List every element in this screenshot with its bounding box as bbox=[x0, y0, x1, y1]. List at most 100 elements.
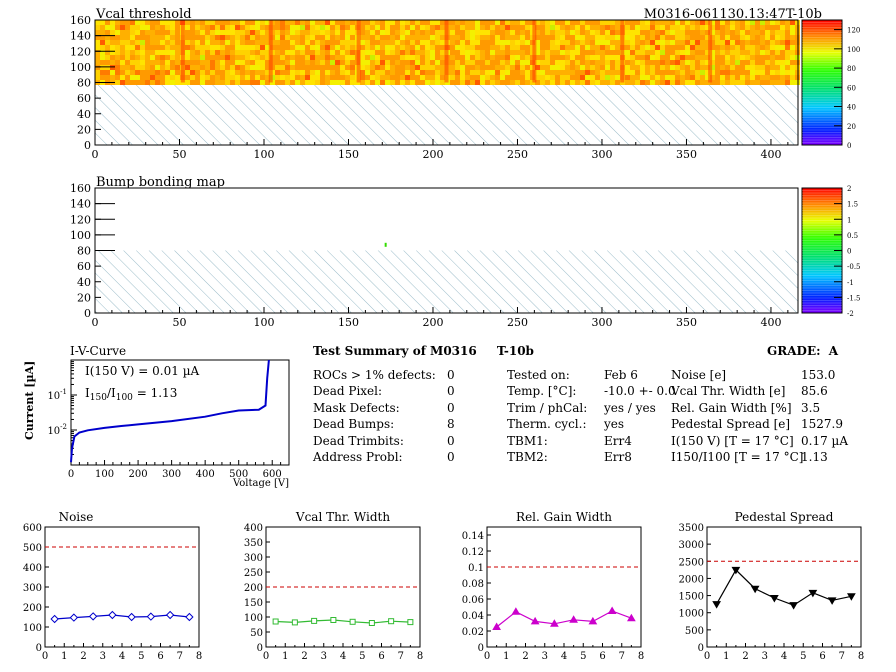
pixel-cell bbox=[285, 75, 290, 80]
pixel-cell bbox=[765, 40, 770, 45]
pixel-cell bbox=[535, 45, 540, 50]
x-tick-label: 50 bbox=[172, 148, 186, 161]
pixel-cell bbox=[710, 20, 715, 25]
pixel-cell bbox=[610, 55, 615, 60]
pixel-cell bbox=[195, 75, 200, 80]
pixel-cell bbox=[655, 20, 660, 25]
pixel-cell bbox=[195, 40, 200, 45]
pixel-cell bbox=[125, 55, 130, 60]
pixel-cell bbox=[485, 25, 490, 30]
pixel-cell bbox=[410, 55, 415, 60]
pixel-cell bbox=[140, 60, 145, 65]
pixel-cell bbox=[175, 20, 180, 25]
pixel-cell bbox=[105, 40, 110, 45]
pixel-cell bbox=[115, 40, 120, 45]
pixel-cell bbox=[760, 25, 765, 30]
data-point bbox=[368, 620, 375, 626]
pixel-cell bbox=[705, 20, 710, 25]
pixel-cell bbox=[745, 75, 750, 80]
pixel-cell bbox=[630, 25, 635, 30]
pixel-cell bbox=[645, 80, 650, 85]
y-tick-label: 0.08 bbox=[462, 579, 484, 590]
summary-row: I150/I100 [T = 17 °C] 1.13 bbox=[671, 449, 828, 465]
pixel-cell bbox=[650, 20, 655, 25]
pixel-cell bbox=[170, 65, 175, 70]
pixel-cell bbox=[465, 40, 470, 45]
pixel-cell bbox=[360, 50, 365, 55]
pixel-cell bbox=[510, 55, 515, 60]
pixel-cell bbox=[695, 70, 700, 75]
pixel-cell bbox=[245, 55, 250, 60]
pixel-cell bbox=[150, 20, 155, 25]
pixel-cell bbox=[455, 75, 460, 80]
pixel-cell bbox=[275, 50, 280, 55]
pixel-cell bbox=[210, 40, 215, 45]
pixel-cell bbox=[275, 65, 280, 70]
pixel-cell bbox=[105, 35, 110, 40]
pixel-cell bbox=[785, 45, 790, 50]
pixel-cell bbox=[105, 75, 110, 80]
pixel-cell bbox=[780, 35, 785, 40]
x-tick-label: 8 bbox=[858, 651, 864, 662]
pixel-cell bbox=[725, 45, 730, 50]
pixel-cell bbox=[125, 20, 130, 25]
pixel-cell bbox=[630, 80, 635, 85]
pixel-cell bbox=[615, 20, 620, 25]
pixel-cell bbox=[655, 60, 660, 65]
pixel-cell bbox=[735, 35, 740, 40]
pixel-cell bbox=[105, 65, 110, 70]
pixel-cell bbox=[685, 80, 690, 85]
summary-row-value: Err8 bbox=[604, 449, 632, 464]
pixel-cell bbox=[410, 45, 415, 50]
pixel-cell bbox=[685, 20, 690, 25]
pixel-cell bbox=[515, 35, 520, 40]
pixel-cell bbox=[205, 30, 210, 35]
pixel-cell bbox=[775, 30, 780, 35]
pixel-cell bbox=[605, 75, 610, 80]
data-point bbox=[808, 589, 818, 598]
pixel-cell bbox=[665, 60, 670, 65]
pixel-cell bbox=[665, 70, 670, 75]
pixel-cell bbox=[360, 35, 365, 40]
pixel-cell bbox=[555, 75, 560, 80]
pixel-cell bbox=[415, 45, 420, 50]
pixel-cell bbox=[745, 35, 750, 40]
pixel-cell bbox=[765, 45, 770, 50]
pixel-cell bbox=[600, 75, 605, 80]
pixel-cell bbox=[740, 60, 745, 65]
pixel-cell bbox=[660, 50, 665, 55]
pixel-cell bbox=[195, 25, 200, 30]
data-point bbox=[712, 601, 721, 609]
plot-frame bbox=[486, 526, 642, 648]
pixel-cell bbox=[500, 60, 505, 65]
pixel-cell bbox=[565, 35, 570, 40]
pixel-cell bbox=[175, 25, 180, 30]
pixel-cell bbox=[310, 75, 315, 80]
pixel-cell bbox=[635, 80, 640, 85]
grade-label: GRADE: bbox=[767, 344, 821, 358]
pixel-cell bbox=[225, 45, 230, 50]
pixel-cell bbox=[245, 70, 250, 75]
pixel-cell bbox=[625, 65, 630, 70]
pixel-cell bbox=[290, 70, 295, 75]
y-tick-label: 1000 bbox=[679, 609, 704, 620]
pixel-cell bbox=[190, 40, 195, 45]
summary-row-value: 3.5 bbox=[801, 400, 821, 415]
pixel-cell bbox=[435, 65, 440, 70]
pixel-cell bbox=[95, 55, 100, 60]
pixel-cell bbox=[265, 60, 270, 65]
pixel-cell bbox=[730, 60, 735, 65]
pixel-cell bbox=[160, 30, 165, 35]
pixel-cell bbox=[285, 40, 290, 45]
pixel-cell bbox=[390, 60, 395, 65]
summary-row-value: 1.13 bbox=[801, 449, 828, 464]
pixel-cell bbox=[210, 50, 215, 55]
pixel-cell bbox=[430, 40, 435, 45]
pixel-cell bbox=[230, 65, 235, 70]
pixel-cell bbox=[385, 20, 390, 25]
y-tick-label: 160 bbox=[70, 14, 91, 27]
pixel-cell bbox=[110, 70, 115, 75]
pixel-cell bbox=[435, 70, 440, 75]
pixel-cell bbox=[615, 35, 620, 40]
